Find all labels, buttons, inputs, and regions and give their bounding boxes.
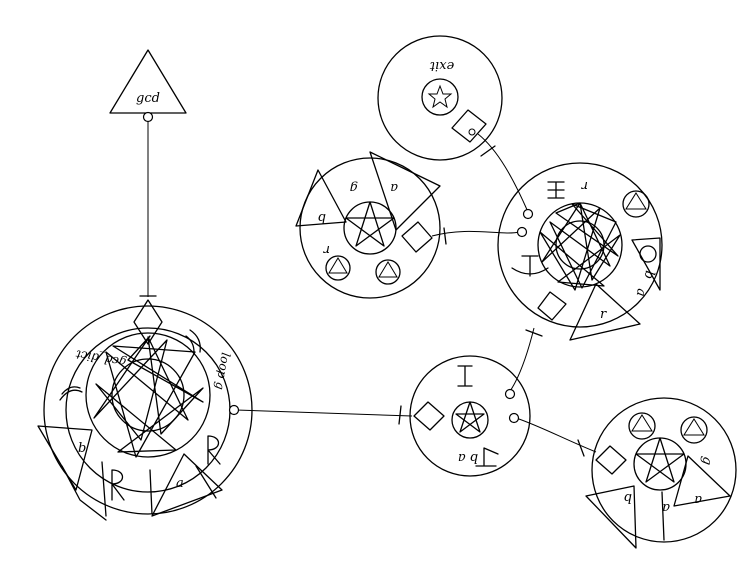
link-main-to-center <box>235 409 413 417</box>
triangle-in-circle-icon <box>325 255 351 281</box>
bottom-right-triangle-right <box>673 455 731 507</box>
center-port-top <box>504 388 516 400</box>
tick-center-right <box>525 329 543 337</box>
link-center-to-bottom-right <box>515 417 597 453</box>
small-circle-icon <box>639 245 657 263</box>
right-large-circle: r a b r <box>497 162 663 341</box>
nonagram <box>93 335 204 458</box>
glyph-t <box>457 365 473 387</box>
bottom-right-star <box>635 437 685 483</box>
left-small-star <box>345 201 395 247</box>
tick-center-bottom <box>577 439 585 457</box>
triangle-in-circle-icon <box>680 416 708 444</box>
bottom-right-triangle-left <box>585 485 637 549</box>
arc-glyph-left <box>59 386 83 401</box>
tick-main-center <box>398 405 402 425</box>
glyph-e <box>547 181 565 199</box>
main-output-port <box>228 404 240 416</box>
center-circle: b a <box>409 355 531 477</box>
a-label: a <box>176 476 184 491</box>
left-small-circle: b g a r <box>295 151 441 299</box>
r-label: r <box>323 242 330 257</box>
left-small-triangle-left <box>295 169 347 227</box>
triangle-bottom <box>151 453 223 517</box>
b-label: b <box>78 441 86 456</box>
center-diamond <box>413 401 445 431</box>
right-port-left <box>516 226 528 238</box>
exit-label: exit <box>429 58 454 73</box>
gcd-label: gcd <box>136 91 160 106</box>
a-label: a <box>390 180 398 195</box>
output-port <box>142 111 154 123</box>
tick-left-right <box>443 227 447 245</box>
ba-label: b a <box>458 450 478 465</box>
b-label: b <box>318 210 326 225</box>
center-port-right <box>508 412 520 424</box>
right-large-triangle-bottom <box>569 283 641 341</box>
exit-diamond <box>451 109 487 143</box>
g-label: g <box>699 455 715 466</box>
g-label: g <box>350 180 358 195</box>
right-port-top <box>522 208 534 220</box>
link-left-small-to-right-large <box>431 230 521 237</box>
triangle-left <box>37 425 93 491</box>
connections <box>139 121 597 457</box>
glyph-r-left <box>111 469 125 501</box>
r-bottom-label: r <box>600 307 607 322</box>
input-diamond <box>133 299 163 345</box>
b-label: b <box>624 490 632 505</box>
output-triangle: gcd <box>109 49 187 123</box>
bottom-right-circle: b a a g <box>585 397 737 549</box>
exit-circle: exit <box>377 35 503 161</box>
link-exit-to-right-large <box>477 133 529 213</box>
exit-port <box>468 128 476 136</box>
r-top-label: r <box>581 178 588 193</box>
glyph-r-right <box>207 435 221 465</box>
b-label: b <box>641 269 657 280</box>
left-small-diamond <box>401 221 433 253</box>
arc-glyph-right <box>185 329 201 353</box>
center-star <box>455 401 485 433</box>
loop-label: loop g <box>212 351 232 391</box>
a-mid-label: a <box>662 500 670 515</box>
right-large-nonagram <box>539 202 621 291</box>
star-icon <box>427 84 453 109</box>
a-label: a <box>633 287 649 297</box>
glyph-r <box>475 447 499 467</box>
triangle-in-circle-icon <box>622 190 650 218</box>
tick-exit-right <box>480 145 496 157</box>
triangle-in-circle-icon <box>375 259 401 285</box>
left-small-triangle-top <box>369 151 441 231</box>
a-right-label: a <box>694 492 702 507</box>
glyph-anchor <box>511 255 549 277</box>
triangle-in-circle-icon <box>628 412 656 440</box>
main-circle: b a loop g gcd_dict <box>37 299 253 521</box>
bottom-right-diamond <box>595 445 627 475</box>
right-large-diamond <box>537 291 567 321</box>
right-large-triangle-right <box>631 237 661 291</box>
